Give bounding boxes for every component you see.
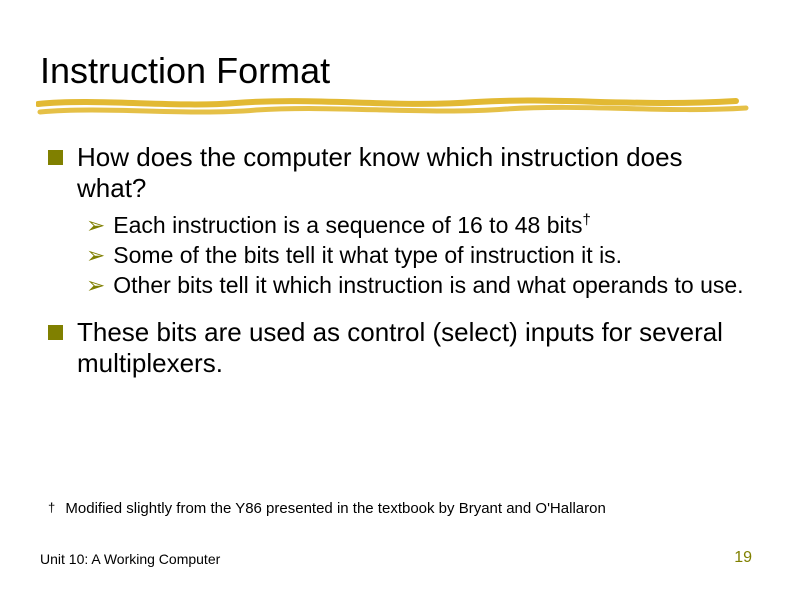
footnote-dagger: † [48, 500, 55, 515]
sub-bullet-1-prefix: Each instruction is a sequence of 16 to … [113, 212, 582, 238]
bullet-2: These bits are used as control (select) … [48, 317, 754, 378]
sub-bullet-list: ➢ Each instruction is a sequence of 16 t… [86, 211, 754, 299]
footer-left: Unit 10: A Working Computer [40, 551, 220, 567]
arrow-bullet-icon: ➢ [86, 211, 105, 239]
sub-bullet-2: ➢ Some of the bits tell it what type of … [86, 241, 754, 269]
title-underline [40, 96, 754, 120]
sub-bullet-2-text: Some of the bits tell it what type of in… [113, 241, 754, 269]
square-bullet-icon [48, 150, 63, 165]
bullet-2-text: These bits are used as control (select) … [77, 317, 754, 378]
bullet-1-text: How does the computer know which instruc… [77, 142, 754, 203]
footnote-text: Modified slightly from the Y86 presented… [65, 500, 605, 517]
dagger-sup: † [583, 212, 591, 229]
sub-bullet-3-text: Other bits tell it which instruction is … [113, 271, 754, 299]
slide: Instruction Format How does the computer… [0, 0, 794, 595]
arrow-bullet-icon: ➢ [86, 271, 105, 299]
sub-bullet-1: ➢ Each instruction is a sequence of 16 t… [86, 211, 754, 239]
slide-number: 19 [734, 549, 752, 567]
square-bullet-icon [48, 325, 63, 340]
sub-bullet-3: ➢ Other bits tell it which instruction i… [86, 271, 754, 299]
arrow-bullet-icon: ➢ [86, 241, 105, 269]
footnote: † Modified slightly from the Y86 present… [48, 500, 606, 517]
slide-title: Instruction Format [40, 50, 754, 92]
bullet-1: How does the computer know which instruc… [48, 142, 754, 203]
sub-bullet-1-text: Each instruction is a sequence of 16 to … [113, 211, 754, 239]
